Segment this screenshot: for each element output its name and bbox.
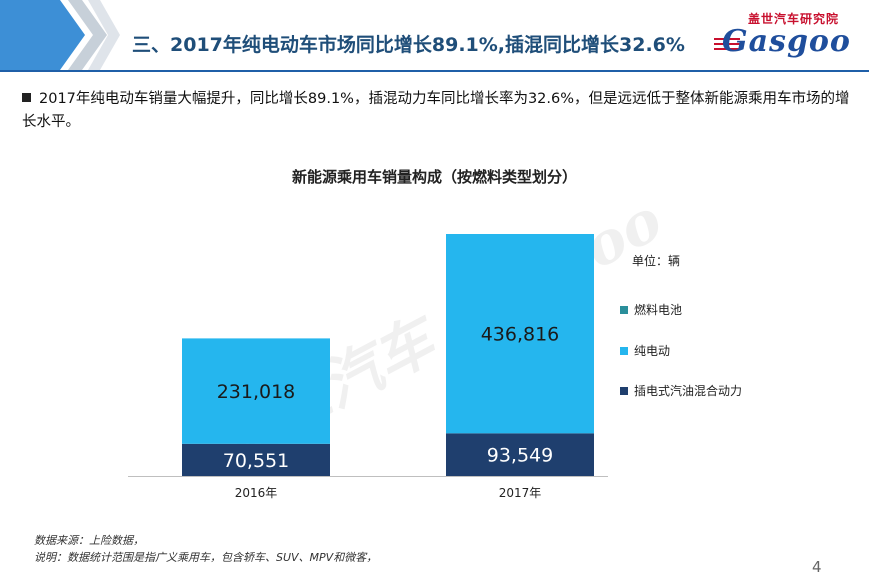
bar-bev-1 — [446, 234, 594, 434]
data-label-1-1: 436,816 — [481, 324, 560, 346]
footnote-source: 数据来源：上险数据， — [34, 534, 144, 547]
legend-swatch-1 — [620, 347, 628, 355]
header-divider — [0, 70, 869, 72]
legend-swatch-2 — [620, 387, 628, 395]
summary-bullet: 2017年纯电动车销量大幅提升，同比增长89.1%，插混动力车同比增长率为32.… — [22, 88, 852, 134]
bar-bev-0 — [182, 338, 330, 444]
footnote-note: 说明：数据统计范围是指广义乘用车，包含轿车、SUV、MPV和微客， — [34, 551, 378, 564]
logo-cn-text: 盖世汽车研究院 — [748, 12, 840, 26]
summary-text: 2017年纯电动车销量大幅提升，同比增长89.1%，插混动力车同比增长率为32.… — [22, 91, 850, 130]
logo-stripes — [714, 38, 740, 52]
bullet-square-icon — [22, 93, 31, 102]
data-label-0-0: 70,551 — [223, 450, 289, 472]
legend-label-1: 纯电动 — [634, 344, 670, 358]
legend-label-0: 燃料电池 — [634, 302, 682, 317]
chart-title: 新能源乘用车销量构成（按燃料类型划分） — [291, 168, 577, 186]
x-tick-label-1: 2017年 — [499, 486, 542, 500]
slide-title: 三、2017年纯电动车市场同比增长89.1%,插混同比增长32.6% — [132, 34, 685, 56]
header-chevron-decoration — [0, 0, 120, 70]
unit-label: 单位：辆 — [632, 253, 680, 268]
x-tick-label-0: 2016年 — [235, 486, 278, 500]
data-label-1-0: 93,549 — [487, 445, 553, 467]
data-label-0-1: 231,018 — [217, 381, 296, 403]
logo-en-text: Gasgoo — [722, 24, 851, 59]
page-number: 4 — [812, 558, 822, 576]
gasgoo-logo: 盖世汽车研究院 Gasgoo — [712, 10, 862, 62]
slide-header: 三、2017年纯电动车市场同比增长89.1%,插混同比增长32.6% 盖世汽车研… — [0, 0, 869, 72]
bar-phev-1 — [446, 433, 594, 476]
legend-swatch-0 — [620, 306, 628, 314]
legend-label-2: 插电式汽油混合动力 — [634, 383, 742, 398]
bar-phev-0 — [182, 443, 330, 476]
